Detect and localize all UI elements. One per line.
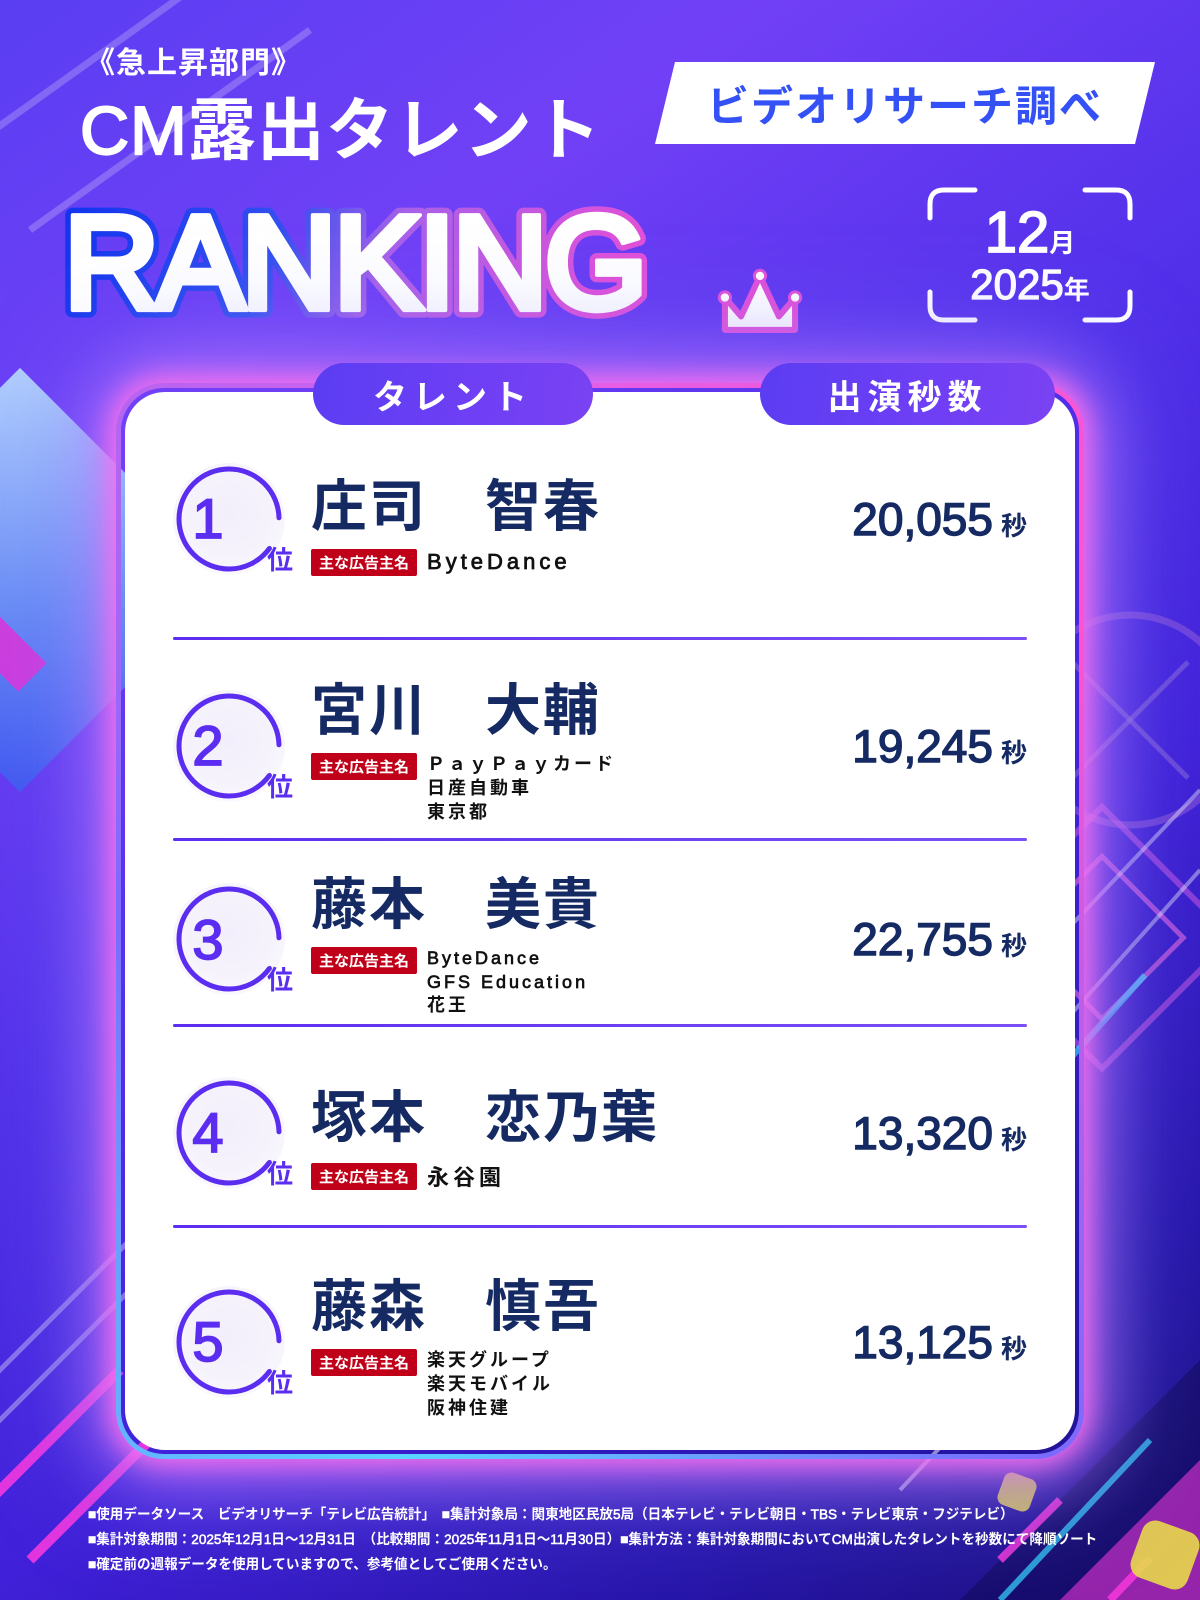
svg-text:RANKING: RANKING (64, 189, 644, 336)
